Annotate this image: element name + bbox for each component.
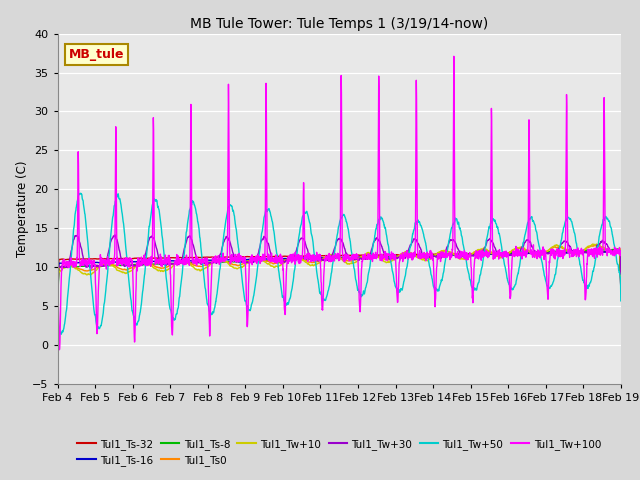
Title: MB Tule Tower: Tule Temps 1 (3/19/14-now): MB Tule Tower: Tule Temps 1 (3/19/14-now… — [190, 17, 488, 31]
Legend: Tul1_Ts-32, Tul1_Ts-16, Tul1_Ts-8, Tul1_Ts0, Tul1_Tw+10, Tul1_Tw+30, Tul1_Tw+50,: Tul1_Ts-32, Tul1_Ts-16, Tul1_Ts-8, Tul1_… — [73, 435, 605, 470]
Text: MB_tule: MB_tule — [69, 48, 124, 61]
Y-axis label: Temperature (C): Temperature (C) — [17, 160, 29, 257]
